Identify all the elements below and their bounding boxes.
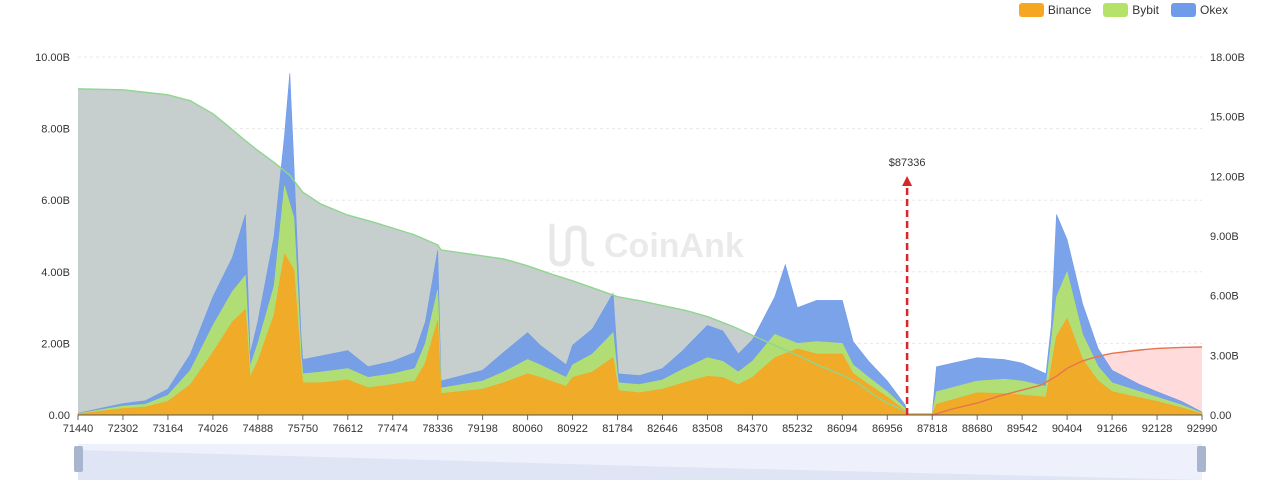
x-tick-label: 90404 [1052,423,1083,435]
legend-label-bybit: Bybit [1132,3,1159,17]
y-right-tick-label: 12.00B [1210,171,1245,183]
y-right-tick-label: 3.00B [1210,350,1239,362]
x-tick-label: 72302 [108,423,139,435]
x-tick-label: 81784 [602,423,633,435]
y-left-tick-label: 8.00B [41,124,70,136]
y-left-tick-label: 6.00B [41,195,70,207]
x-tick-label: 86094 [827,423,858,435]
watermark-text: CoinAnk [604,227,744,265]
x-tick-label: 80922 [557,423,588,435]
x-tick-label: 78336 [422,423,453,435]
x-tick-label: 87818 [917,423,948,435]
y-right-tick-label: 9.00B [1210,231,1239,243]
coinank-logo-icon [549,223,595,267]
x-tick-label: 88680 [962,423,993,435]
chart-legend: Binance Bybit Okex [1018,3,1228,17]
x-tick-label: 75750 [288,423,319,435]
x-tick-label: 84370 [737,423,768,435]
current-price-marker: $87336 [889,157,926,415]
zoom-preview-area [78,450,1202,480]
y-left-tick-label: 2.00B [41,338,70,350]
x-tick-label: 76612 [332,423,363,435]
x-tick-label: 82646 [647,423,678,435]
axes: 0.00 2.00B 4.00B 6.00B 8.00B 10.00B 0.00 3.00B 6… [35,52,1245,435]
x-tick-label: 86956 [872,423,903,435]
legend-swatch-bybit [1103,3,1129,17]
x-tick-label: 74026 [198,423,229,435]
legend-label-okex: Okex [1199,3,1228,17]
stacked-volume-areas [77,73,1203,416]
cumulative-lines [77,88,1203,416]
y-left-tick-label: 10.00B [35,52,70,64]
y-right-tick-label: 0.00 [1210,410,1231,422]
cumulative-line [931,346,1203,416]
current-price-arrow-icon [902,176,913,186]
series-area-binance [77,253,1203,416]
watermark-logo: CoinAnk [549,223,744,267]
x-tick-label: 80060 [512,423,543,435]
x-tick-label: 74888 [243,423,274,435]
x-tick-label: 85232 [782,423,813,435]
x-tick-label: 77474 [377,423,408,435]
cumulative-line [77,88,908,416]
y-right-tick-label: 18.00B [1210,52,1245,64]
legend-item-bybit[interactable]: Bybit [1103,3,1159,17]
y-left-tick-label: 0.00 [49,410,70,422]
zoom-handle-left[interactable] [74,446,83,472]
y-right-tick-label: 6.00B [1210,291,1239,303]
y-right-tick-label: 15.00B [1210,112,1245,124]
x-tick-label: 89542 [1007,423,1038,435]
x-tick-label: 92128 [1142,423,1173,435]
x-tick-label: 73164 [153,423,184,435]
x-tick-label: 79198 [467,423,498,435]
x-tick-label: 83508 [692,423,723,435]
zoom-slider[interactable] [74,444,1206,480]
legend-swatch-okex [1170,3,1196,17]
zoom-handle-right[interactable] [1197,446,1206,472]
legend-swatch-binance [1018,3,1044,17]
x-tick-label: 71440 [63,423,94,435]
legend-label-binance: Binance [1047,3,1092,17]
x-tick-label: 91266 [1097,423,1128,435]
current-price-label: $87336 [889,157,926,169]
legend-item-binance[interactable]: Binance [1018,3,1092,17]
y-left-tick-label: 4.00B [41,267,70,279]
x-tick-label: 92990 [1187,423,1218,435]
legend-item-okex[interactable]: Okex [1170,3,1228,17]
